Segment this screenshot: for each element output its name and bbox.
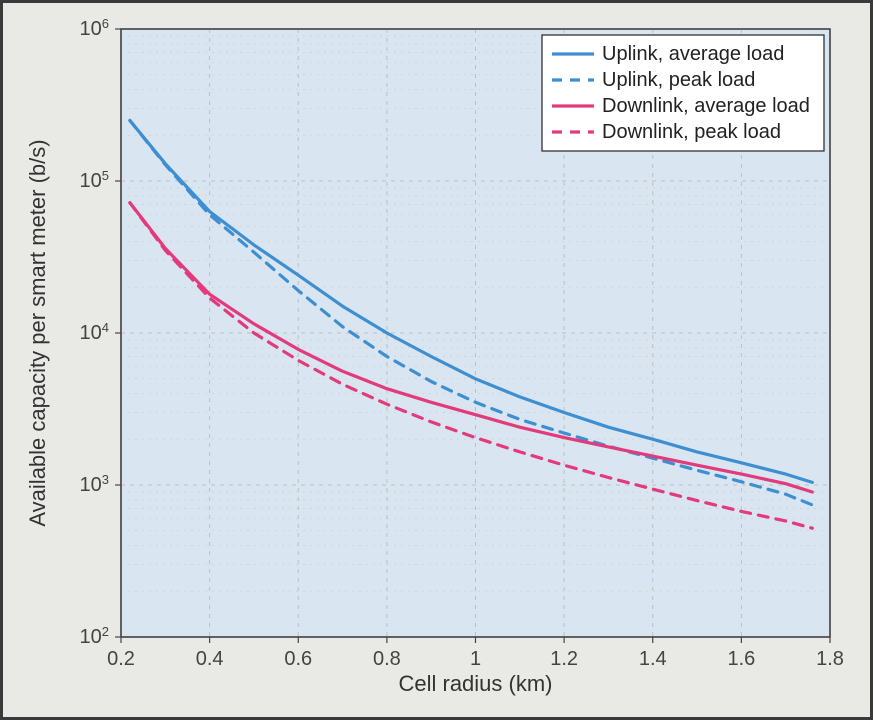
y-tick-label: 102 <box>80 624 109 649</box>
chart-container: 0.2 0.4 0.6 0.8 1 1.2 1.4 1.6 1.8 102 103 104 105 106… <box>21 13 852 703</box>
legend-label: Uplink, average load <box>602 43 784 65</box>
capacity-chart: 0.2 0.4 0.6 0.8 1 1.2 1.4 1.6 1.8 102 103 104 105 106… <box>21 13 852 703</box>
y-tick-label: 104 <box>80 320 109 345</box>
y-axis-title: Available capacity per smart meter (b/s) <box>25 139 50 526</box>
x-tick-label: 0.2 <box>107 648 135 670</box>
y-tick-label: 103 <box>80 472 109 497</box>
x-tick-label: 1 <box>470 648 481 670</box>
x-tick-label: 0.4 <box>196 648 224 670</box>
x-tick-label: 1.4 <box>639 648 667 670</box>
legend-label: Uplink, peak load <box>602 69 755 91</box>
figure-outer-frame: 0.2 0.4 0.6 0.8 1 1.2 1.4 1.6 1.8 102 103 104 105 106… <box>0 0 873 720</box>
x-tick-label: 1.6 <box>727 648 755 670</box>
y-tick-label: 106 <box>80 16 109 41</box>
legend-label: Downlink, average load <box>602 95 810 117</box>
x-axis-title: Cell radius (km) <box>398 671 552 696</box>
x-tick-label: 0.6 <box>284 648 312 670</box>
x-tick-label: 0.8 <box>373 648 401 670</box>
legend-label: Downlink, peak load <box>602 121 781 143</box>
x-tick-label: 1.2 <box>550 648 578 670</box>
x-tick-label: 1.8 <box>816 648 844 670</box>
y-tick-label: 105 <box>80 168 109 193</box>
